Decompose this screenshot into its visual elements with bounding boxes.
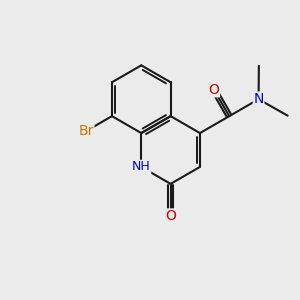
Text: Br: Br <box>79 124 94 138</box>
Text: O: O <box>208 83 220 97</box>
Text: O: O <box>165 209 176 223</box>
Text: N: N <box>254 92 264 106</box>
Text: NH: NH <box>132 160 151 173</box>
